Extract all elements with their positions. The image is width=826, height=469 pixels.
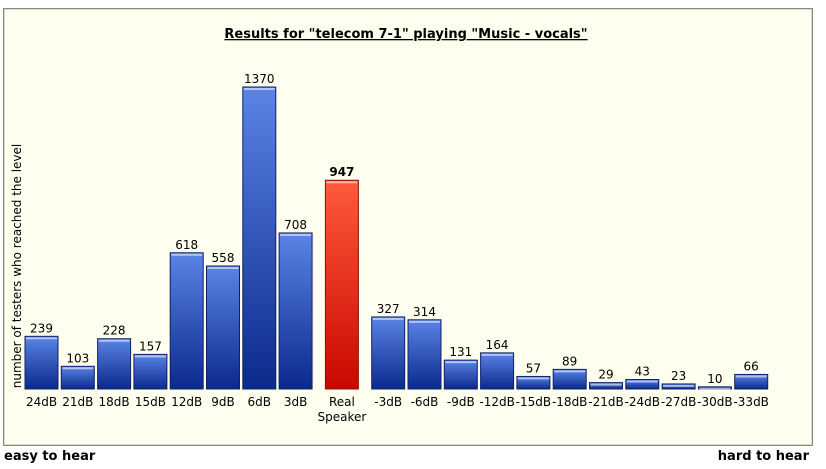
value-label-12db: 618 (175, 238, 198, 252)
value-label-3db: 708 (284, 218, 307, 232)
value-label-6db: 1370 (244, 72, 275, 86)
bar-top-highlight (626, 380, 658, 383)
tick-label-9db: 9dB (211, 395, 234, 409)
bar-minus-12db (480, 352, 515, 390)
bar-real-speaker (324, 179, 359, 390)
tick-label-18db: 18dB (99, 395, 130, 409)
bar-18db (97, 338, 132, 390)
value-label-minus-21db: 29 (598, 368, 613, 382)
caption-easy-to-hear: easy to hear (4, 449, 96, 464)
bar-minus-33db (734, 373, 769, 390)
bar-top-highlight (517, 377, 549, 380)
tick-label-minus-6db: -6dB (411, 395, 439, 409)
bar-top-highlight (372, 317, 404, 320)
bar-12db (169, 252, 204, 390)
tick-label-minus-9db: -9dB (447, 395, 475, 409)
bar-top-highlight (171, 253, 203, 256)
value-label-minus-15db: 57 (526, 361, 541, 375)
tick-label-real-speaker: Real Speaker (317, 395, 366, 424)
bar-top-highlight (26, 337, 57, 340)
value-label-real-speaker: 947 (329, 165, 354, 179)
tick-label-12db: 12dB (171, 395, 202, 409)
bar-top-highlight (207, 266, 239, 269)
bar-top-highlight (481, 353, 513, 356)
bar-3db (278, 232, 313, 390)
bar-21db (60, 365, 95, 390)
bar-top-highlight (243, 88, 275, 90)
value-label-minus-27db: 23 (671, 369, 686, 383)
bar-6db (242, 86, 277, 390)
tick-label-15db: 15dB (135, 395, 166, 409)
value-label-15db: 157 (139, 339, 162, 353)
tick-label-21db: 21dB (62, 395, 93, 409)
value-label-24db: 239 (30, 321, 53, 335)
value-label-minus-30db: 10 (707, 372, 722, 386)
value-label-minus-18db: 89 (562, 354, 577, 368)
bar-minus-15db (516, 375, 551, 390)
tick-label-6db: 6dB (248, 395, 271, 409)
value-label-18db: 228 (103, 324, 126, 338)
bar-minus-3db (371, 316, 406, 390)
bar-top-highlight (445, 361, 477, 364)
value-label-21db: 103 (66, 351, 89, 365)
tick-label-minus-27db: -27dB (661, 395, 696, 409)
bar-top-highlight (590, 383, 622, 386)
bar-top-highlight (134, 355, 166, 358)
bar-15db (133, 353, 168, 390)
bar-top-highlight (62, 367, 94, 370)
tick-label-minus-33db: -33dB (733, 395, 768, 409)
bar-top-highlight (699, 387, 731, 390)
bar-top-highlight (663, 384, 695, 387)
bar-minus-9db (443, 359, 478, 390)
bar-top-highlight (554, 370, 586, 373)
tick-label-minus-30db: -30dB (697, 395, 732, 409)
chart-title: Results for "telecom 7-1" playing "Music… (224, 27, 587, 42)
bar-9db (206, 265, 240, 390)
value-label-minus-6db: 314 (413, 305, 436, 319)
caption-hard-to-hear: hard to hear (717, 449, 809, 464)
y-axis-label: number of testers who reached the level (10, 144, 24, 389)
value-label-minus-24db: 43 (635, 365, 650, 379)
tick-label-minus-21db: -21dB (588, 395, 623, 409)
value-label-minus-9db: 131 (449, 345, 472, 359)
tick-label-minus-3db: -3dB (374, 395, 402, 409)
tick-label-minus-15db: -15dB (516, 395, 551, 409)
bar-24db (24, 335, 59, 390)
tick-label-24db: 24dB (26, 395, 57, 409)
bar-minus-21db (589, 382, 623, 390)
bar-top-highlight (98, 339, 130, 342)
bar-top-highlight (280, 233, 312, 236)
value-label-minus-3db: 327 (377, 302, 400, 316)
bar-top-highlight (409, 320, 440, 323)
bar-minus-24db (625, 379, 660, 390)
tick-label-minus-24db: -24dB (625, 395, 660, 409)
bar-top-highlight (326, 181, 358, 184)
value-label-9db: 558 (212, 251, 235, 265)
value-label-minus-33db: 66 (744, 359, 759, 373)
bar-top-highlight (735, 375, 767, 378)
tick-label-minus-12db: -12dB (479, 395, 514, 409)
bar-minus-18db (552, 368, 587, 390)
tick-label-3db: 3dB (284, 395, 307, 409)
bar-minus-6db (407, 319, 442, 390)
value-label-minus-12db: 164 (486, 338, 509, 352)
tick-label-minus-18db: -18dB (552, 395, 587, 409)
